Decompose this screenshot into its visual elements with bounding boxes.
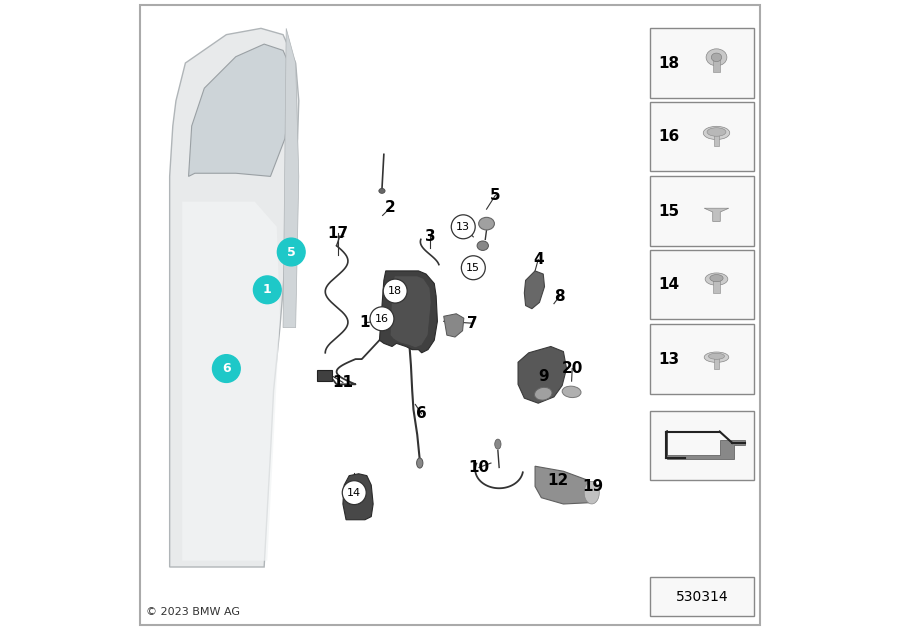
Circle shape [277, 238, 305, 266]
Ellipse shape [707, 128, 726, 136]
FancyBboxPatch shape [651, 176, 754, 246]
Text: 13: 13 [659, 352, 680, 367]
Text: 11: 11 [332, 375, 354, 390]
FancyBboxPatch shape [651, 28, 754, 98]
Ellipse shape [710, 275, 723, 282]
Circle shape [212, 355, 240, 382]
Ellipse shape [703, 127, 730, 140]
Text: 13: 13 [456, 222, 470, 232]
Bar [713, 278, 720, 294]
Polygon shape [704, 209, 729, 222]
Bar [714, 133, 719, 146]
Circle shape [462, 256, 485, 280]
Text: 12: 12 [548, 472, 569, 488]
Ellipse shape [477, 241, 489, 250]
Bar [713, 57, 720, 72]
Ellipse shape [535, 387, 552, 400]
Ellipse shape [379, 188, 385, 193]
Text: 20: 20 [562, 361, 583, 376]
Text: 19: 19 [581, 479, 603, 494]
Text: 18: 18 [659, 55, 680, 71]
FancyBboxPatch shape [651, 577, 754, 616]
Polygon shape [343, 474, 373, 520]
Polygon shape [189, 44, 292, 176]
Polygon shape [584, 481, 599, 504]
Text: 9: 9 [538, 369, 549, 384]
Polygon shape [283, 28, 299, 328]
Polygon shape [518, 346, 567, 403]
Bar [714, 357, 719, 369]
Circle shape [342, 481, 366, 505]
Text: 16: 16 [375, 314, 389, 324]
Text: 6: 6 [417, 406, 427, 421]
FancyBboxPatch shape [651, 102, 754, 171]
Ellipse shape [352, 490, 364, 503]
FancyBboxPatch shape [651, 324, 754, 394]
Ellipse shape [495, 439, 501, 449]
Polygon shape [183, 202, 280, 561]
Text: 8: 8 [554, 289, 565, 304]
Text: 15: 15 [466, 263, 481, 273]
Text: 1: 1 [263, 284, 272, 296]
Circle shape [383, 279, 407, 303]
Ellipse shape [479, 217, 494, 230]
Text: 14: 14 [347, 488, 361, 498]
Text: 16: 16 [659, 129, 680, 144]
Text: 6: 6 [222, 362, 230, 375]
Polygon shape [535, 466, 595, 504]
Polygon shape [444, 314, 464, 337]
Ellipse shape [708, 353, 725, 359]
Ellipse shape [562, 386, 581, 398]
Ellipse shape [706, 49, 727, 66]
FancyBboxPatch shape [651, 250, 754, 319]
Ellipse shape [711, 53, 722, 62]
Polygon shape [391, 276, 431, 348]
Text: 1: 1 [360, 315, 370, 330]
Text: 17: 17 [328, 226, 348, 241]
Text: 18: 18 [388, 286, 402, 296]
Text: 10: 10 [468, 460, 490, 475]
Text: 5: 5 [287, 246, 295, 258]
Polygon shape [380, 271, 437, 353]
Text: 530314: 530314 [676, 590, 729, 604]
FancyBboxPatch shape [651, 411, 754, 480]
FancyBboxPatch shape [317, 370, 332, 381]
Polygon shape [666, 430, 745, 459]
Ellipse shape [704, 352, 729, 362]
Polygon shape [170, 28, 299, 567]
Ellipse shape [417, 458, 423, 468]
Text: 2: 2 [385, 200, 395, 215]
Circle shape [254, 276, 281, 304]
Text: 14: 14 [659, 277, 680, 292]
Text: 5: 5 [490, 188, 500, 203]
Circle shape [451, 215, 475, 239]
Text: © 2023 BMW AG: © 2023 BMW AG [147, 607, 240, 617]
Circle shape [370, 307, 394, 331]
Text: 7: 7 [467, 316, 477, 331]
Text: 3: 3 [425, 229, 436, 244]
Text: 4: 4 [533, 252, 544, 267]
Polygon shape [525, 271, 544, 309]
Ellipse shape [706, 273, 728, 285]
Text: 15: 15 [659, 203, 680, 219]
